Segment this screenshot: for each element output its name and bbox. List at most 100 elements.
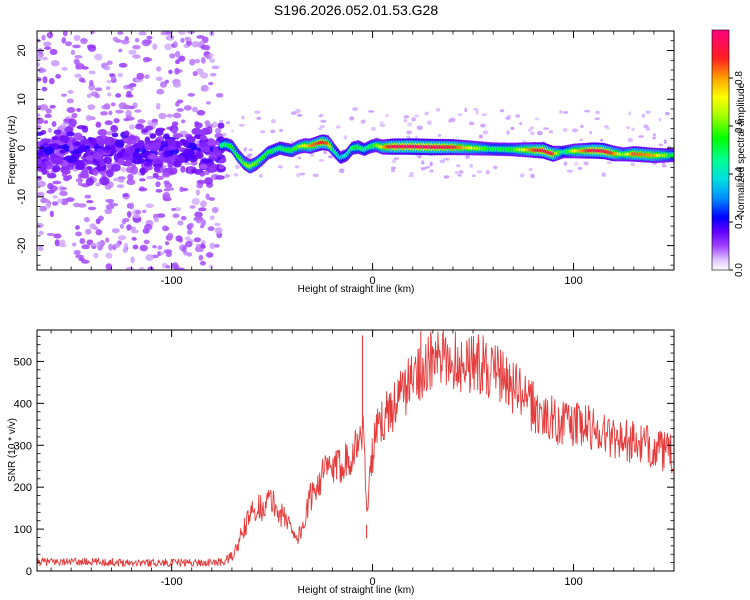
noise-blob bbox=[146, 175, 155, 180]
noise-blob bbox=[122, 193, 129, 198]
noise-blob bbox=[379, 121, 384, 125]
top-y-tick-label: -20 bbox=[16, 238, 28, 254]
noise-blob bbox=[248, 148, 253, 152]
noise-blob bbox=[188, 155, 199, 163]
noise-blob bbox=[179, 186, 184, 193]
noise-blob bbox=[214, 222, 221, 227]
noise-blob bbox=[534, 117, 540, 121]
noise-blob bbox=[80, 37, 88, 45]
noise-blob bbox=[238, 124, 245, 127]
noise-blob bbox=[37, 222, 44, 229]
noise-blob bbox=[198, 254, 204, 261]
noise-blob bbox=[567, 169, 573, 173]
noise-blob bbox=[200, 243, 205, 249]
noise-blob bbox=[429, 169, 434, 173]
noise-blob bbox=[312, 173, 319, 178]
noise-blob bbox=[99, 176, 110, 186]
noise-blob bbox=[174, 50, 181, 58]
noise-blob bbox=[147, 154, 158, 160]
noise-blob bbox=[132, 151, 140, 159]
noise-blob bbox=[506, 130, 510, 135]
noise-blob bbox=[183, 105, 192, 111]
noise-blob bbox=[95, 182, 101, 187]
noise-blob bbox=[195, 216, 202, 224]
top-y-tick-label: 10 bbox=[16, 93, 28, 105]
noise-blob bbox=[159, 81, 168, 88]
noise-blob bbox=[81, 244, 90, 250]
noise-blob bbox=[195, 189, 201, 196]
bottom-y-tick-label: 0 bbox=[26, 566, 32, 578]
noise-blob bbox=[39, 104, 49, 111]
noise-blob bbox=[70, 49, 76, 56]
noise-blob bbox=[87, 206, 97, 211]
noise-blob bbox=[135, 209, 142, 215]
noise-blob bbox=[120, 167, 126, 173]
noise-blob bbox=[403, 115, 410, 119]
noise-blob bbox=[218, 159, 226, 164]
noise-blob bbox=[37, 124, 42, 131]
top-x-tick-label: 100 bbox=[564, 275, 582, 287]
noise-blob bbox=[172, 112, 182, 119]
noise-blob bbox=[199, 135, 208, 141]
noise-blob bbox=[100, 111, 109, 116]
noise-blob bbox=[50, 59, 60, 67]
noise-blob bbox=[457, 113, 463, 117]
noise-blob bbox=[128, 124, 135, 130]
noise-blob bbox=[360, 119, 366, 124]
noise-blob bbox=[403, 118, 408, 123]
noise-blob bbox=[187, 31, 196, 34]
noise-blob bbox=[52, 180, 62, 185]
noise-blob bbox=[46, 190, 55, 194]
noise-blob bbox=[44, 113, 52, 118]
noise-blob bbox=[60, 186, 68, 191]
noise-blob bbox=[435, 107, 441, 112]
noise-blob bbox=[208, 197, 215, 201]
noise-blob bbox=[368, 110, 375, 113]
noise-blob bbox=[457, 174, 462, 177]
snr-series bbox=[37, 330, 674, 567]
noise-blob bbox=[391, 158, 397, 164]
noise-blob bbox=[219, 119, 224, 123]
noise-blob bbox=[295, 108, 301, 114]
noise-blob bbox=[173, 160, 182, 168]
noise-blob bbox=[343, 135, 348, 140]
noise-blob bbox=[76, 179, 82, 184]
noise-blob bbox=[214, 227, 223, 235]
noise-blob bbox=[124, 130, 130, 136]
noise-blob bbox=[155, 76, 163, 81]
bottom-y-tick-label: 400 bbox=[14, 398, 32, 410]
noise-blob bbox=[600, 138, 604, 142]
noise-blob bbox=[84, 228, 92, 235]
noise-blob bbox=[199, 72, 209, 79]
noise-blob bbox=[71, 112, 78, 119]
noise-blob bbox=[162, 171, 171, 178]
noise-blob bbox=[320, 119, 327, 123]
noise-blob bbox=[370, 126, 377, 131]
noise-blob bbox=[385, 114, 389, 118]
noise-blob bbox=[37, 180, 46, 188]
noise-blob bbox=[205, 193, 210, 200]
noise-blob bbox=[139, 153, 150, 159]
noise-blob bbox=[631, 127, 635, 132]
noise-blob bbox=[103, 65, 111, 71]
noise-blob bbox=[519, 173, 525, 178]
noise-blob bbox=[201, 36, 209, 44]
noise-blob bbox=[123, 117, 130, 122]
noise-blob bbox=[145, 125, 154, 131]
noise-blob bbox=[527, 128, 532, 132]
noise-blob bbox=[138, 31, 147, 36]
noise-blob bbox=[352, 107, 359, 111]
noise-blob bbox=[349, 116, 355, 121]
noise-blob bbox=[449, 117, 456, 123]
noise-blob bbox=[199, 172, 206, 177]
noise-blob bbox=[40, 198, 50, 203]
noise-blob bbox=[85, 114, 92, 122]
noise-blob bbox=[66, 106, 76, 114]
noise-blob bbox=[46, 32, 52, 37]
noise-blob bbox=[74, 55, 83, 59]
noise-blob bbox=[178, 55, 186, 62]
noise-blob bbox=[177, 220, 184, 226]
noise-blob bbox=[429, 161, 433, 167]
noise-blob bbox=[147, 120, 153, 127]
noise-blob bbox=[117, 31, 124, 35]
